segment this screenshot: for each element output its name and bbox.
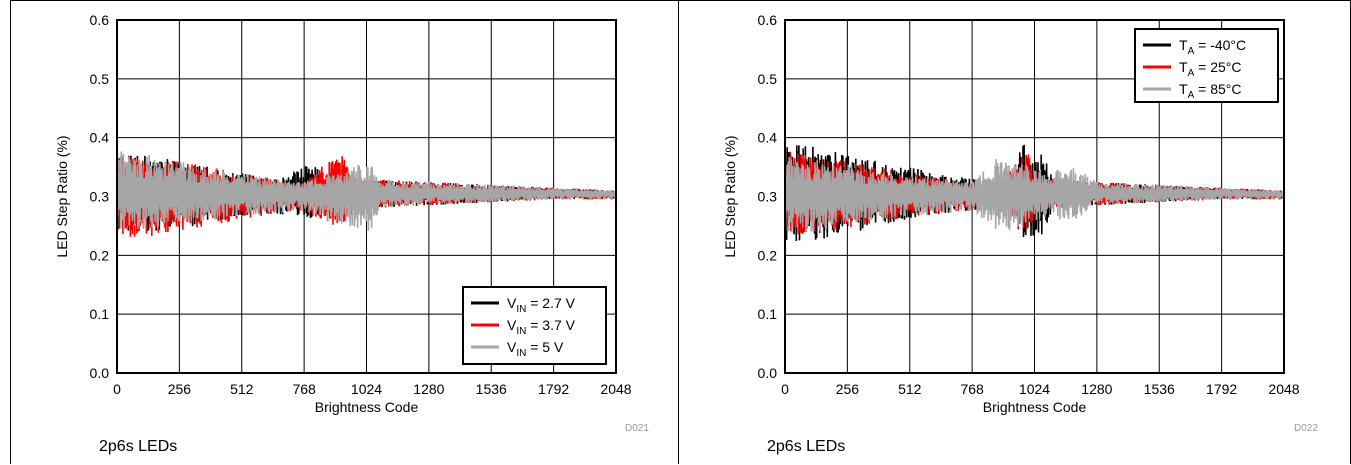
y-tick-label: 0.6 [758, 12, 778, 28]
figure-id: D022 [1294, 423, 1318, 434]
x-tick-label: 2048 [1268, 381, 1299, 397]
chart-caption: 2p6s LEDs [767, 438, 846, 455]
series-line [784, 155, 1285, 233]
x-tick-label: 256 [168, 381, 192, 397]
x-tick-label: 512 [898, 381, 922, 397]
y-tick-label: 0.2 [758, 247, 778, 263]
y-tick-label: 0.1 [758, 306, 778, 322]
plot-frame [784, 19, 1285, 374]
data-series-group [116, 150, 617, 237]
plot-frame [116, 19, 617, 374]
y-tick-label: 0.5 [758, 71, 778, 87]
y-axis-label: LED Step Ratio (%) [54, 135, 70, 257]
y-axis-label: LED Step Ratio (%) [722, 135, 738, 257]
x-tick-label: 256 [836, 381, 860, 397]
x-tick-label: 1792 [1206, 381, 1237, 397]
y-tick-label: 0.0 [90, 365, 110, 381]
y-tick-label: 0.0 [758, 365, 778, 381]
chart-vin: 0 256 512 768 1024 1280 1536 1792 2048 0.0 0.1 0.2 0… [54, 12, 632, 415]
y-tick-label: 0.2 [90, 247, 110, 263]
x-tick-label: 0 [781, 381, 789, 397]
y-tick-label: 0.6 [90, 12, 110, 28]
x-tick-label: 1280 [1081, 381, 1112, 397]
x-tick-label: 1024 [351, 381, 382, 397]
legend-entry: VIN = 5 V [507, 339, 564, 359]
y-tick-label: 0.3 [758, 189, 778, 205]
legend-entry: TA = -40°C [1179, 37, 1246, 57]
x-tick-label: 1280 [413, 381, 444, 397]
x-axis-label: Brightness Code [983, 399, 1087, 415]
y-tick-label: 0.3 [90, 189, 110, 205]
legend-entry: VIN = 3.7 V [507, 317, 576, 337]
x-tick-label: 1792 [538, 381, 569, 397]
x-tick-label: 1536 [476, 381, 507, 397]
y-tick-label: 0.1 [90, 306, 110, 322]
chart-temperature: 0 256 512 768 1024 1280 1536 1792 2048 0.0 0.1 0.2 0… [722, 12, 1300, 415]
figure-id: D021 [625, 423, 649, 434]
data-series-group [784, 144, 1285, 242]
x-tick-label: 768 [960, 381, 984, 397]
legend-entry: TA = 25°C [1179, 59, 1241, 79]
x-tick-label: 512 [230, 381, 254, 397]
x-tick-label: 768 [292, 381, 316, 397]
x-tick-label: 1024 [1019, 381, 1050, 397]
series-line [116, 150, 617, 231]
x-axis-label: Brightness Code [315, 399, 419, 415]
legend-entry: VIN = 2.7 V [507, 295, 576, 315]
x-tick-label: 2048 [600, 381, 631, 397]
y-tick-label: 0.5 [90, 71, 110, 87]
legend-entry: TA = 85°C [1179, 81, 1241, 101]
x-tick-label: 0 [113, 381, 121, 397]
x-tick-label: 1536 [1144, 381, 1175, 397]
chart-panel-vin: 0 256 512 768 1024 1280 1536 1792 2048 0.0 0.1 0.2 0… [10, 0, 678, 464]
chart-panel-temperature: 0 256 512 768 1024 1280 1536 1792 2048 0.0 0.1 0.2 0… [678, 0, 1351, 464]
y-tick-label: 0.4 [758, 130, 778, 146]
chart-caption: 2p6s LEDs [99, 438, 178, 455]
y-tick-label: 0.4 [90, 130, 110, 146]
